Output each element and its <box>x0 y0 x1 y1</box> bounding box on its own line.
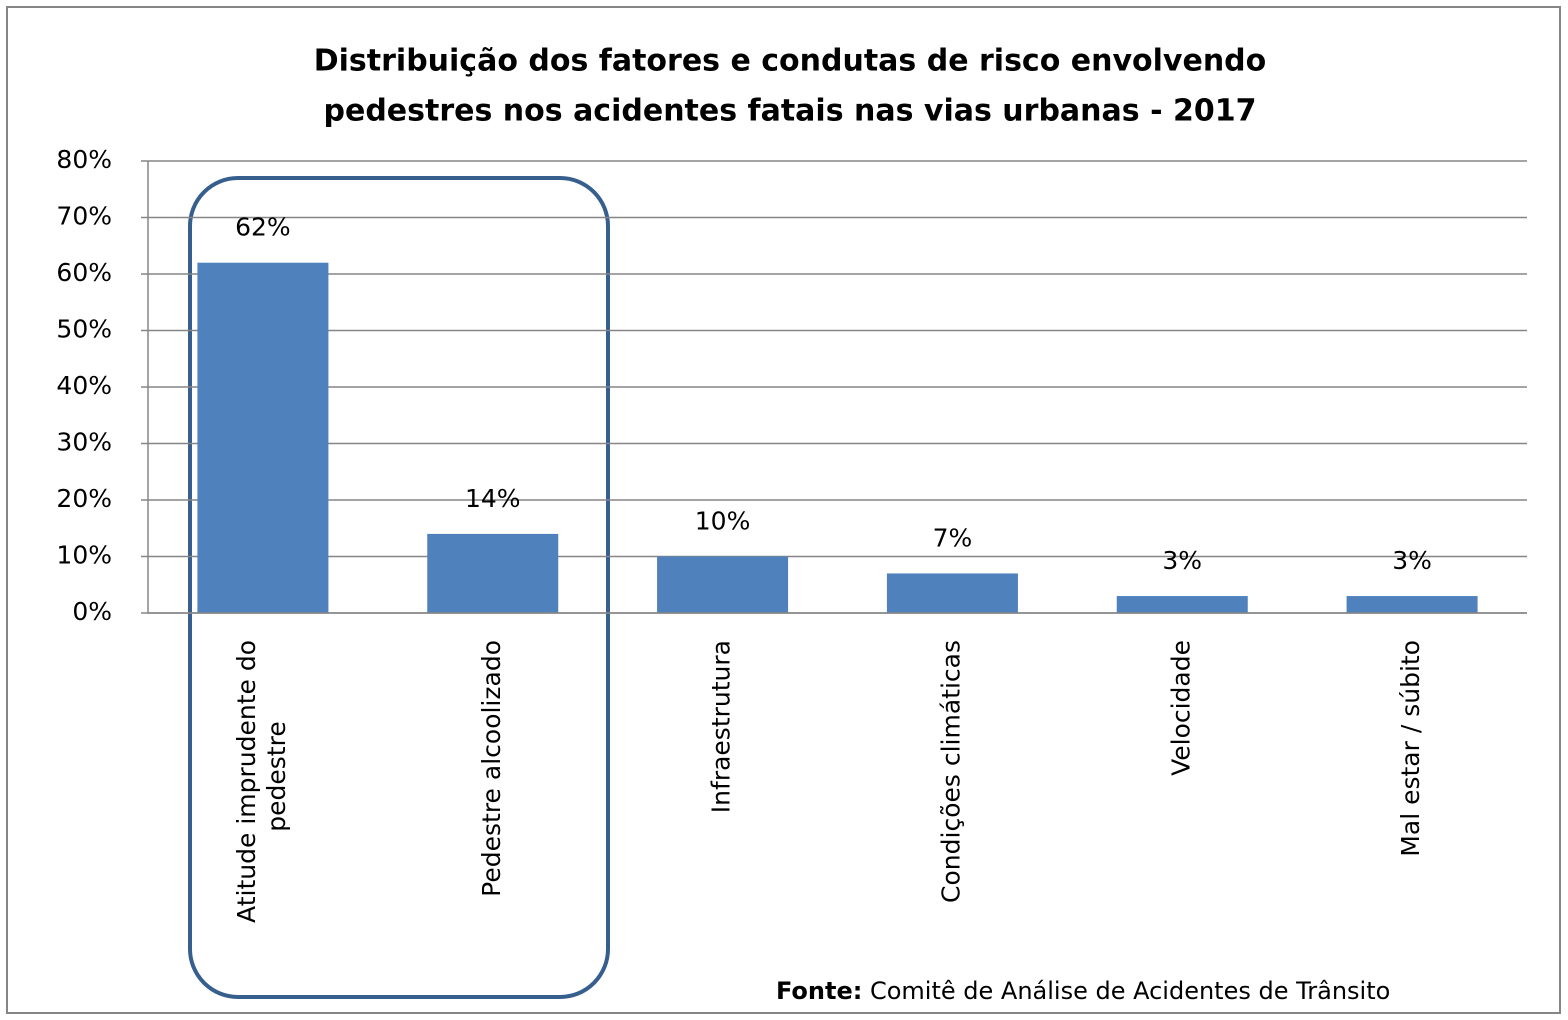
y-tick-label: 30% <box>56 428 112 457</box>
source-label: Fonte: <box>776 977 862 1005</box>
source-text: Comitê de Análise de Acidentes de Trânsi… <box>870 977 1390 1005</box>
x-tick-label-line: Atitude imprudente do <box>232 640 261 923</box>
data-label: 10% <box>695 507 751 536</box>
data-label: 3% <box>1162 546 1202 575</box>
y-tick-label: 20% <box>56 484 112 513</box>
y-tick-label: 60% <box>56 258 112 287</box>
bar <box>657 556 789 613</box>
chart-title: pedestres nos acidentes fatais nas vias … <box>324 94 1257 129</box>
data-label: 7% <box>933 523 973 552</box>
y-tick-label: 50% <box>56 315 112 344</box>
y-tick-label: 80% <box>56 145 112 174</box>
y-tick-label: 70% <box>56 202 112 231</box>
y-tick-label: 40% <box>56 371 112 400</box>
highlight-box <box>188 176 610 999</box>
x-tick-label: Atitude imprudente dopedestre <box>232 640 291 923</box>
y-tick-label: 10% <box>56 541 112 570</box>
bar <box>1116 596 1248 613</box>
data-label: 62% <box>235 213 291 242</box>
bar <box>1346 596 1478 613</box>
chart-title: Distribuição dos fatores e condutas de r… <box>314 44 1267 79</box>
x-tick-label-line: pedestre <box>262 721 291 831</box>
y-tick-label: 0% <box>72 597 112 626</box>
data-label: 14% <box>465 484 521 513</box>
x-tick-label: Infraestrutura <box>707 640 736 813</box>
bar <box>427 533 559 613</box>
data-label: 3% <box>1392 546 1432 575</box>
x-tick-label: Condições climáticas <box>936 640 965 903</box>
x-tick-label: Velocidade <box>1166 640 1195 776</box>
x-tick-label: Mal estar / súbito <box>1396 640 1425 857</box>
bar <box>197 262 329 613</box>
source-note: Fonte: Comitê de Análise de Acidentes de… <box>776 977 1390 1005</box>
bar <box>886 573 1018 613</box>
x-tick-label: Pedestre alcoolizado <box>477 640 506 897</box>
